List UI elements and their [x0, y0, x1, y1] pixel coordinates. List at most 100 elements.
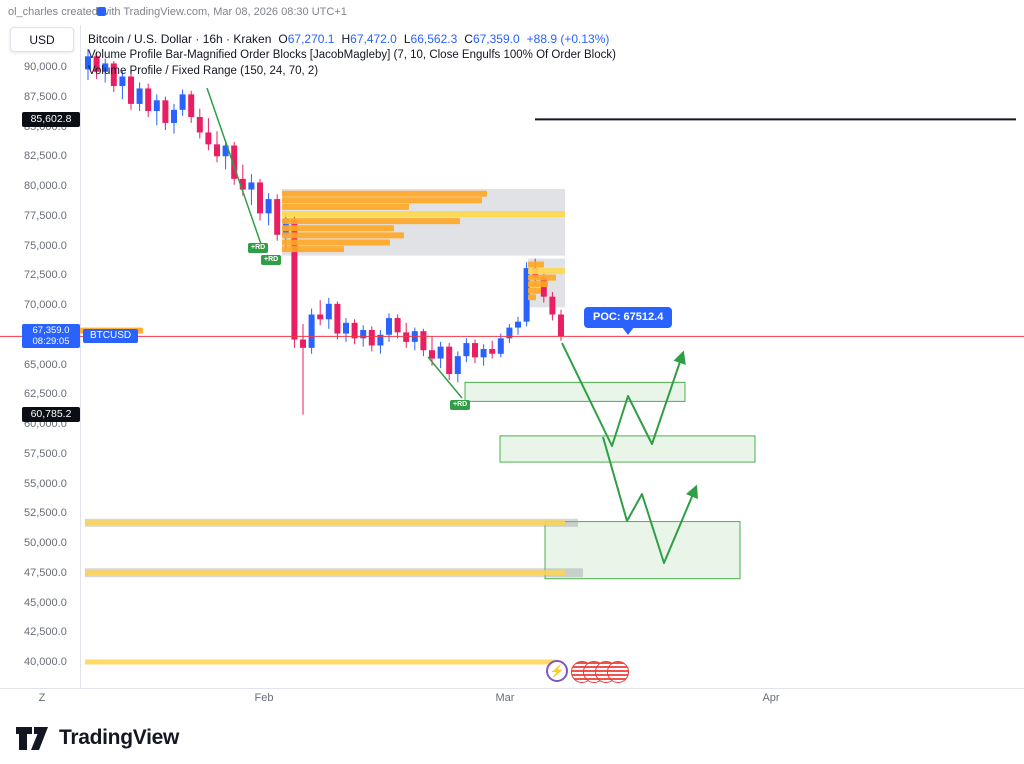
pointer-marker-icon [97, 7, 106, 16]
candle-body [196, 116, 203, 133]
candle-body [334, 303, 341, 334]
candle-body [325, 303, 332, 320]
candle-body [343, 322, 349, 334]
candle-body [300, 339, 306, 348]
candle-body [403, 332, 410, 342]
candle-body [110, 63, 117, 87]
demand-zone-box [464, 381, 686, 402]
volume-profile-row [282, 218, 460, 225]
volume-profile-row [282, 197, 482, 204]
demand-zone-box [544, 521, 741, 580]
currency-button[interactable]: USD [10, 27, 74, 52]
candle-body [558, 314, 564, 337]
candle-body [162, 100, 169, 123]
volume-profile-row [282, 246, 344, 253]
candle-body [248, 182, 255, 190]
chart-canvas[interactable] [0, 0, 1024, 712]
volume-profile-row [528, 274, 556, 281]
candle-body [523, 268, 530, 322]
symbol-title: Bitcoin / U.S. Dollar · 16h · Kraken [88, 32, 272, 46]
candle-body [420, 331, 427, 351]
indicator-legend-volume-profile[interactable]: Volume Profile / Fixed Range (150, 24, 7… [88, 65, 319, 77]
chart-legend: Bitcoin / U.S. Dollar · 16h · Kraken O67,… [88, 31, 616, 79]
candle-body [188, 94, 195, 117]
candle-body [153, 100, 160, 112]
volume-profile-row [528, 281, 548, 288]
ohlc-open-value: 67,270.1 [287, 32, 335, 46]
projection-arrow[interactable] [602, 436, 698, 564]
candle-body [222, 145, 229, 157]
candle-body [291, 219, 298, 340]
candle-body [214, 144, 220, 157]
volume-profile-poc-row [528, 268, 565, 275]
candle-body [205, 132, 212, 145]
candle-body [265, 199, 272, 214]
candle-body [506, 327, 513, 339]
projection-arrow[interactable] [561, 342, 686, 447]
volume-profile-row [528, 287, 541, 294]
ohlc-low-value: 66,562.3 [410, 32, 458, 46]
price-axis-separator [80, 25, 81, 688]
candle-body [489, 349, 496, 354]
volume-profile-poc-row [282, 210, 565, 217]
candle-body [351, 322, 358, 339]
volume-profile-row [282, 232, 404, 239]
candle-body [93, 56, 100, 72]
candle-body [368, 329, 375, 346]
volume-profile-row [528, 261, 544, 268]
candle-body [480, 349, 487, 358]
candle-body [136, 88, 143, 104]
candle-body [171, 109, 177, 123]
price-change: +88.9 (+0.13%) [526, 32, 610, 46]
candle-body [463, 343, 470, 357]
volume-profile-row [282, 239, 390, 246]
candle-body [274, 199, 281, 235]
ohlc-open-key: O [278, 32, 288, 46]
candle-body [360, 329, 367, 339]
candle-body [317, 314, 324, 320]
tradingview-logo-icon[interactable] [14, 722, 50, 754]
candle-body [102, 63, 109, 72]
ohlc-high-value: 67,472.0 [350, 32, 397, 46]
volume-profile-row [282, 190, 487, 197]
volume-band [85, 659, 558, 665]
volume-profile-row [282, 225, 394, 232]
ohlc-close-key: C [464, 32, 473, 46]
candle-body [119, 76, 126, 87]
time-axis-separator [0, 688, 1024, 689]
trend-line[interactable] [427, 356, 463, 399]
candle-body [437, 346, 444, 359]
volume-profile-row [80, 327, 143, 334]
footer-bar: TradingView [0, 712, 1024, 764]
candle-body [472, 343, 478, 358]
candle-body [85, 56, 91, 70]
ohlc-low-key: L [403, 32, 411, 46]
candle-body [377, 334, 384, 346]
volume-band [85, 570, 565, 576]
volume-profile-row [528, 294, 536, 301]
indicator-legend-order-blocks[interactable]: Volume Profile Bar-Magnified Order Block… [88, 49, 616, 61]
candle-body [549, 296, 556, 315]
candle-body [386, 318, 392, 335]
candle-body [454, 356, 461, 375]
volume-profile-row [282, 203, 409, 210]
candle-body [515, 321, 521, 328]
candle-body [128, 76, 134, 104]
candle-body [179, 94, 186, 110]
candle-body [145, 88, 152, 112]
chart-watermark: ol_charles created with TradingView.com,… [8, 6, 347, 18]
trend-line[interactable] [206, 87, 263, 248]
demand-zone-box [499, 435, 756, 463]
tradingview-wordmark[interactable]: TradingView [59, 726, 180, 749]
ohlc-high-key: H [341, 32, 351, 46]
candle-body [497, 338, 504, 354]
candle-body [257, 182, 263, 214]
candle-body [308, 314, 315, 348]
candle-body [429, 350, 435, 359]
ohlc-close-value: 67,359.0 [472, 32, 520, 46]
volume-band [85, 520, 565, 526]
candle-body [394, 318, 401, 333]
symbol-legend-row[interactable]: Bitcoin / U.S. Dollar · 16h · Kraken O67,… [88, 31, 616, 47]
candle-body [446, 346, 453, 375]
candle-body [231, 145, 238, 179]
